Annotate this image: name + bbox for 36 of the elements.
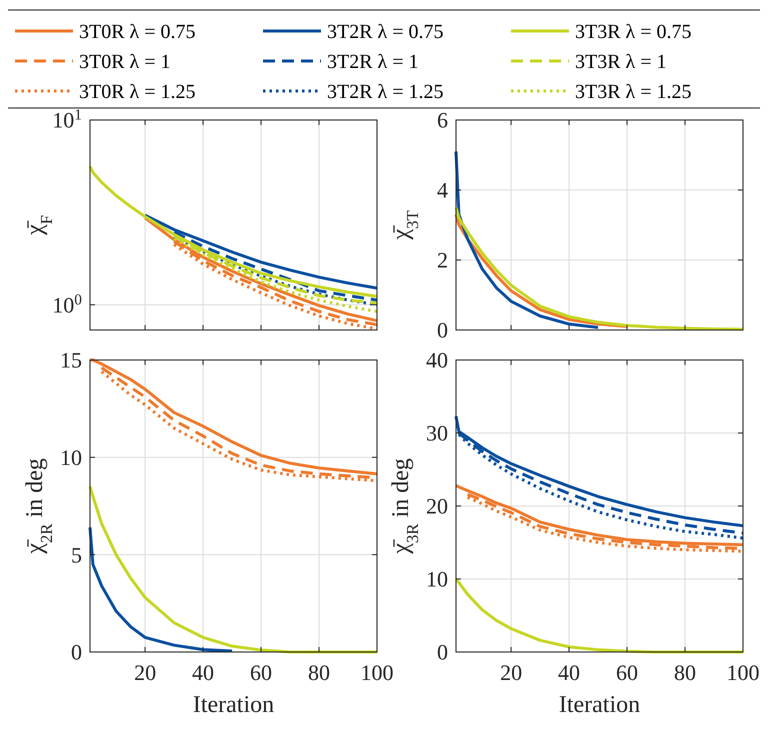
y-tick-label: 15 [60, 348, 82, 373]
legend-label: 3T3R λ = 1 [575, 51, 667, 73]
x-tick-label: 60 [616, 660, 638, 685]
x-axis-title: Iteration [192, 692, 274, 718]
y-tick-label: 6 [437, 108, 448, 133]
legend-label: 3T0R λ = 1.25 [79, 81, 196, 103]
x-tick-label: 20 [134, 660, 156, 685]
y-tick-label: 10$^{0}$ [52, 290, 82, 318]
y-tick-label: 20 [426, 494, 448, 519]
legend-label: 3T3R λ = 0.75 [575, 21, 692, 43]
y-tick-label: 40 [426, 348, 448, 373]
y-tick-label: 2 [437, 248, 448, 273]
legend-label: 3T2R λ = 1 [327, 51, 419, 73]
y-tick-label: 10 [426, 566, 448, 592]
x-tick-label: 40 [558, 660, 580, 685]
x-tick-label: 100 [726, 660, 760, 685]
y-tick-label: 5 [71, 542, 82, 568]
x-tick-label: 60 [250, 660, 272, 685]
y-tick-label: 0 [437, 640, 448, 665]
legend-label: 3T0R λ = 1 [79, 51, 171, 73]
legend-label: 3T3R λ = 1.25 [575, 81, 692, 103]
x-tick-label: 20 [500, 660, 522, 685]
y-tick-label: 10$^{1}$ [52, 106, 82, 133]
legend-label: 3T2R λ = 0.75 [327, 21, 444, 43]
x-tick-label: 100 [360, 660, 394, 685]
legend-label: 3T2R λ = 1.25 [327, 81, 444, 103]
y-tick-label: 4 [437, 178, 448, 203]
x-tick-label: 80 [674, 660, 696, 685]
legend-label: 3T0R λ = 0.75 [79, 21, 196, 43]
y-tick-label: 0 [71, 640, 82, 665]
x-tick-label: 40 [192, 660, 214, 685]
x-axis-title: Iteration [558, 692, 640, 718]
y-tick-label: 0 [437, 318, 448, 343]
x-tick-label: 80 [308, 660, 330, 685]
y-tick-label: 10 [60, 445, 82, 470]
y-tick-label: 30 [426, 420, 448, 446]
